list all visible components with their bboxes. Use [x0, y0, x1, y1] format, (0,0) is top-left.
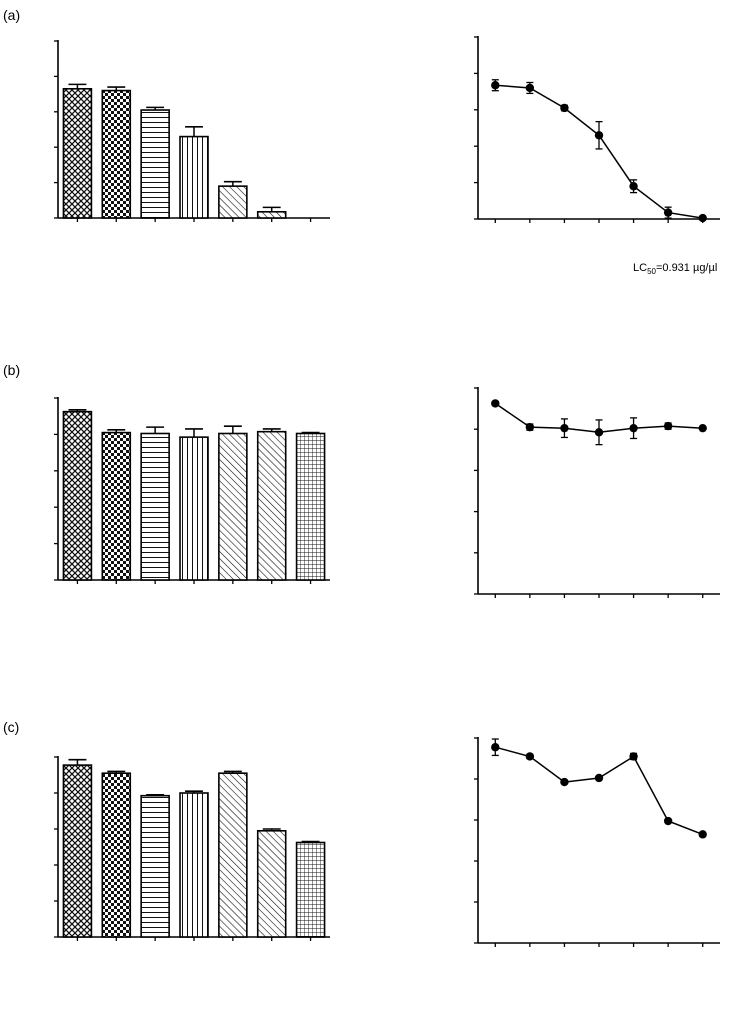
data-point [525, 422, 535, 432]
data-point [698, 213, 707, 223]
bar [62, 87, 93, 219]
panel-label-a: (a) [3, 7, 20, 23]
data-point [560, 423, 569, 433]
bar [295, 432, 326, 581]
bar [101, 772, 132, 938]
bar [179, 436, 209, 581]
bar [218, 432, 248, 581]
series-line [495, 84, 703, 219]
data-point [629, 182, 638, 191]
chart-c-line [474, 737, 720, 947]
bar [140, 432, 170, 581]
chart-b-line [474, 387, 720, 598]
bar [256, 430, 287, 581]
bar [295, 841, 326, 938]
data-point [525, 752, 535, 761]
panel-label-c: (c) [3, 719, 19, 735]
bar [62, 410, 93, 581]
data-point [663, 816, 673, 826]
data-point [560, 103, 569, 113]
bar [179, 135, 209, 219]
chart-a-line [474, 36, 720, 223]
bar [218, 772, 248, 938]
chart-a-bar [54, 40, 330, 222]
bar [179, 792, 209, 938]
data-point [629, 752, 638, 761]
data-point [560, 777, 569, 787]
lc50-annotation: LC50=0.931 µg/µl [633, 262, 717, 276]
chart-b-bar [54, 397, 330, 584]
data-point [698, 423, 707, 433]
bar [218, 185, 248, 219]
data-point [663, 421, 673, 431]
bar [140, 794, 170, 938]
data-point [491, 743, 500, 752]
data-point [594, 131, 604, 140]
data-point [491, 399, 500, 408]
bar [101, 89, 132, 219]
data-point [629, 423, 638, 433]
data-point [698, 830, 707, 839]
bar [140, 109, 170, 219]
data-point [525, 83, 535, 93]
bar [101, 431, 132, 581]
data-point [594, 428, 604, 437]
data-point [491, 81, 500, 90]
data-point [594, 773, 604, 783]
bar [256, 829, 287, 938]
bar [62, 764, 93, 938]
data-point [663, 208, 673, 217]
bar [256, 211, 287, 219]
panel-label-b: (b) [3, 362, 20, 378]
chart-c-bar [54, 756, 330, 941]
